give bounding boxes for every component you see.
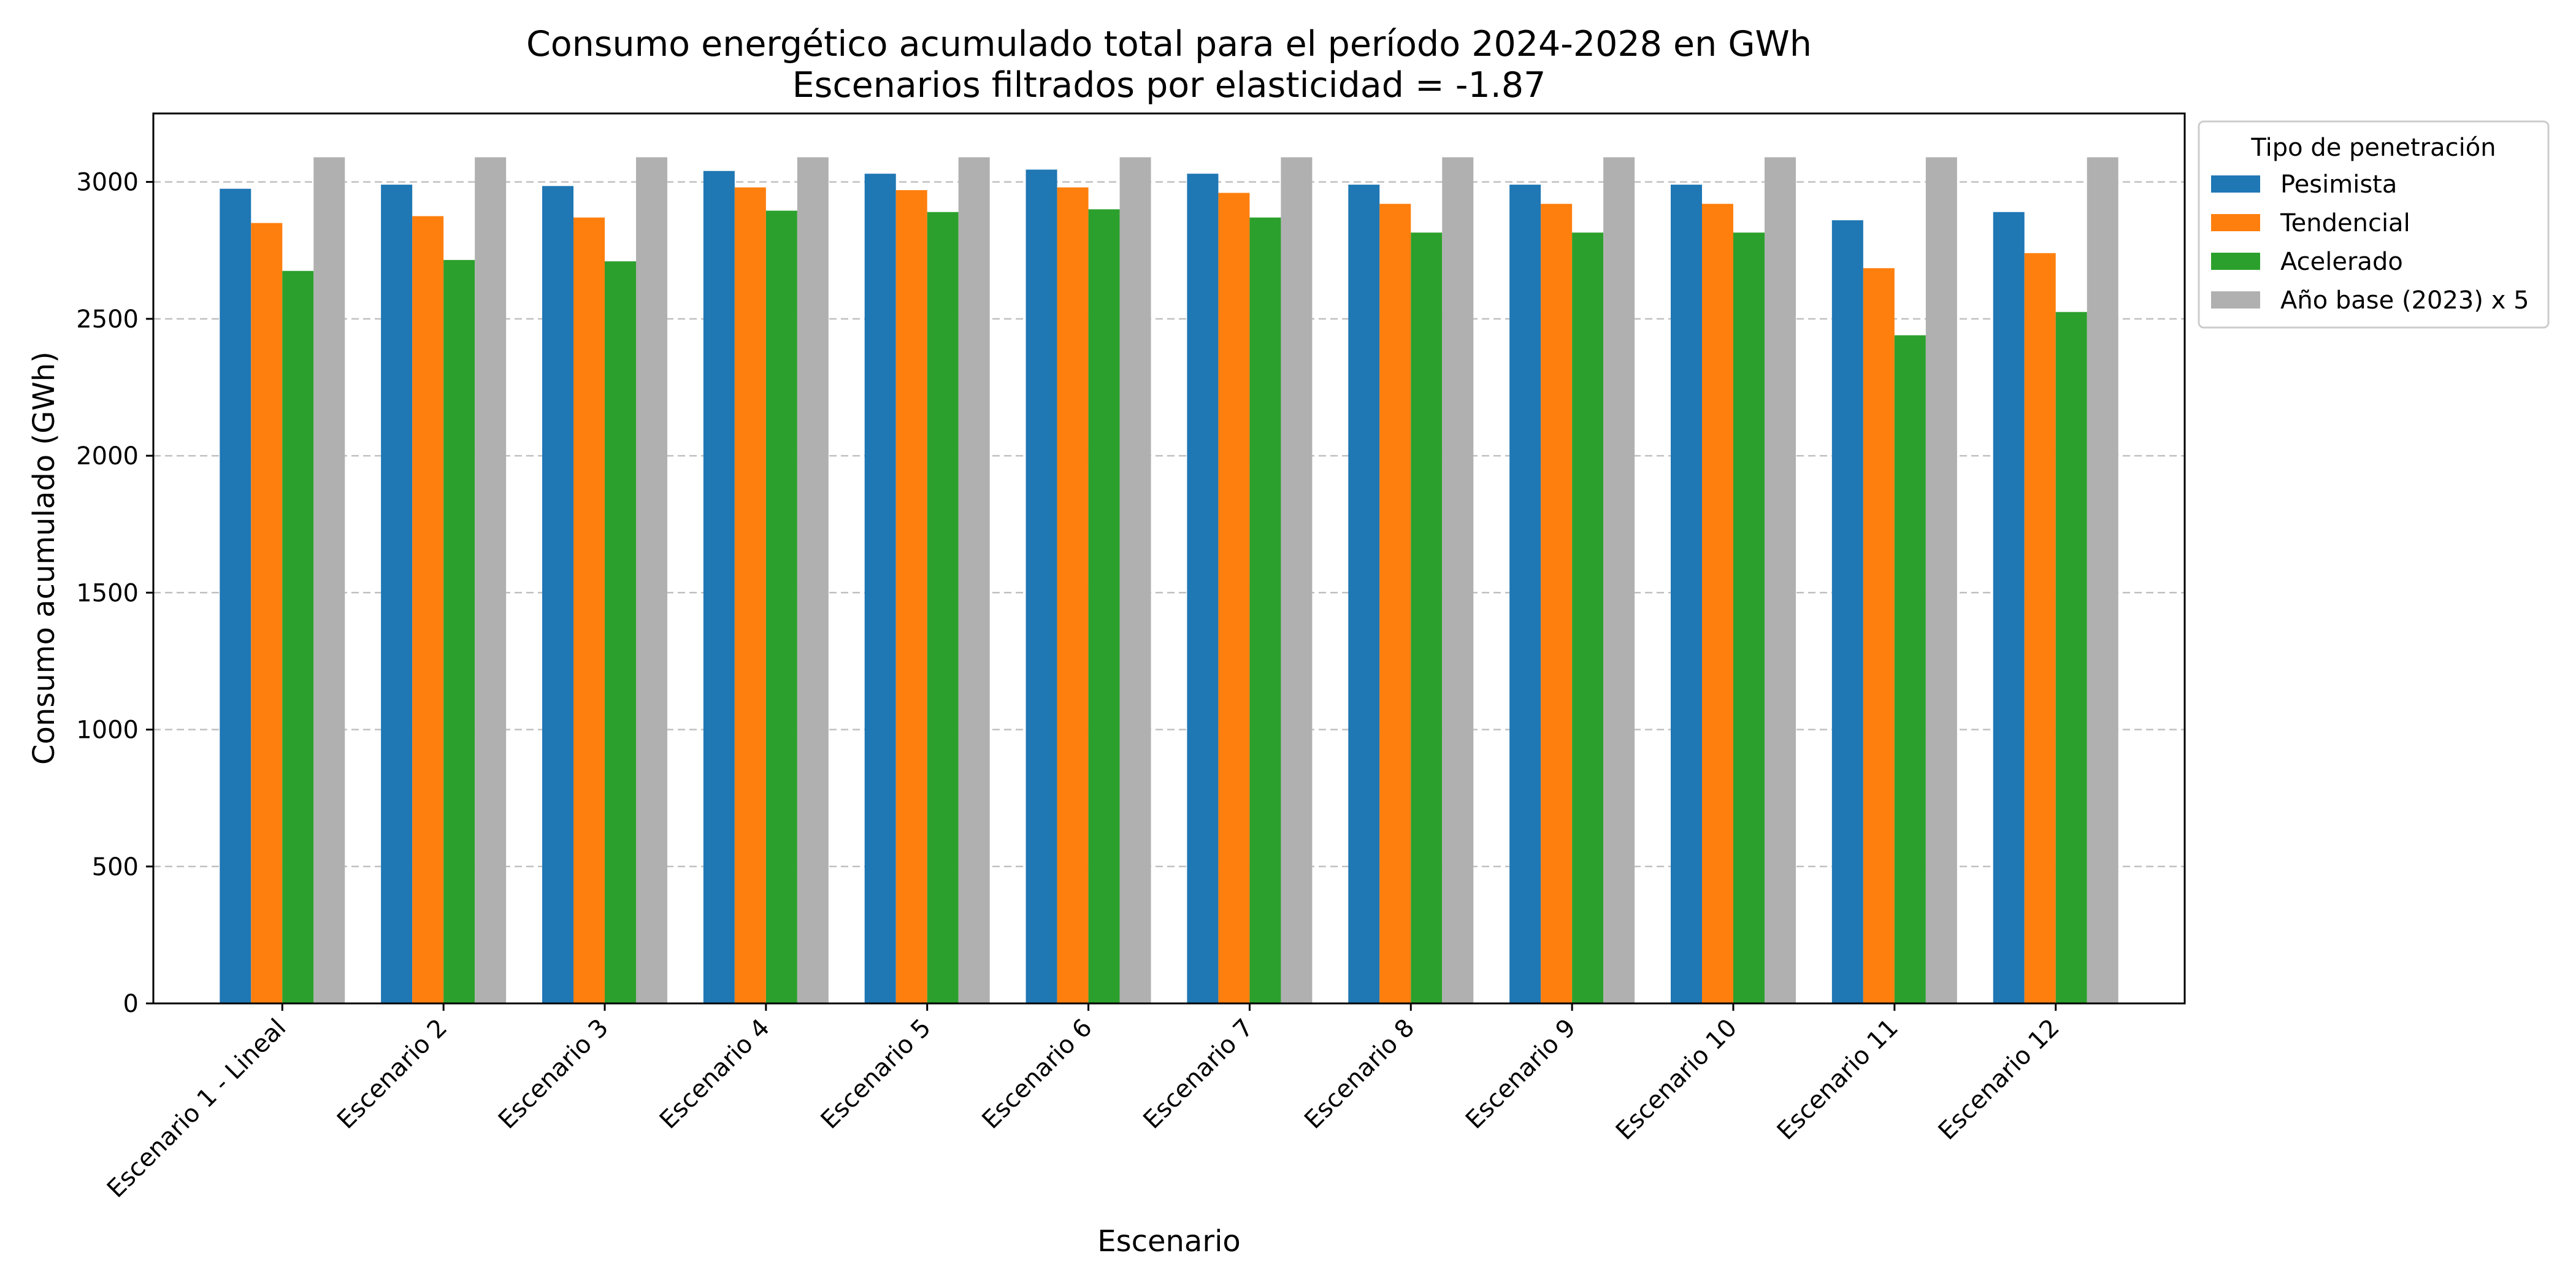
bar — [1541, 204, 1573, 1004]
x-tick-label: Escenario 2 — [332, 1014, 453, 1135]
x-tick-label: Escenario 11 — [1772, 1014, 1904, 1146]
bar — [1187, 174, 1219, 1003]
bar — [1993, 212, 2025, 1003]
bar — [797, 157, 829, 1003]
legend-label: Tendencial — [2280, 209, 2410, 237]
bar — [1249, 217, 1281, 1003]
bar — [1218, 193, 1250, 1003]
bar — [703, 171, 735, 1003]
x-tick-label: Escenario 6 — [977, 1014, 1098, 1135]
series-a-o-base-2023-x-5 — [313, 157, 2118, 1003]
x-tick-label: Escenario 4 — [654, 1014, 775, 1135]
legend-swatch — [2211, 291, 2260, 309]
bar — [1925, 157, 1957, 1003]
bar — [381, 185, 413, 1004]
bar — [2087, 157, 2118, 1003]
x-axis: Escenario 1 - Lineal Escenario 2 Escenario… — [102, 1003, 2065, 1203]
legend: Tipo de penetración Pesimista Tendencial A… — [2198, 120, 2550, 329]
bar — [1863, 268, 1895, 1004]
y-tick-label: 2000 — [76, 442, 139, 470]
bar — [1733, 232, 1765, 1004]
bar — [636, 157, 667, 1003]
legend-swatch — [2211, 175, 2260, 193]
bar — [282, 270, 314, 1004]
bar — [1379, 204, 1411, 1004]
legend-swatch — [2211, 253, 2260, 270]
bar — [1509, 185, 1541, 1004]
y-tick-label: 3000 — [76, 169, 139, 197]
bar — [1411, 232, 1443, 1004]
bar — [443, 259, 475, 1003]
bar — [1025, 169, 1057, 1003]
bar — [864, 174, 896, 1003]
x-tick-label: Escenario 9 — [1460, 1014, 1581, 1135]
y-tick-label: 500 — [92, 853, 139, 881]
bar — [412, 216, 444, 1003]
x-tick-label: Escenario 5 — [816, 1014, 937, 1135]
legend-title: Tipo de penetración — [2250, 134, 2496, 162]
bar — [313, 157, 345, 1003]
bar — [2024, 253, 2056, 1004]
chart-subtitle: Escenarios filtrados por elasticidad = -… — [792, 65, 1546, 105]
bar — [573, 217, 605, 1003]
bar — [765, 210, 797, 1003]
bar — [1831, 220, 1863, 1003]
plot-frame — [152, 112, 2186, 1005]
bars — [220, 157, 2118, 1004]
bar — [220, 188, 251, 1004]
bar — [734, 187, 766, 1003]
y-tick-label: 2500 — [76, 305, 139, 334]
bar — [1572, 232, 1604, 1004]
legend-swatch — [2211, 214, 2260, 231]
bar — [1442, 157, 1474, 1003]
y-tick-label: 1000 — [76, 716, 139, 745]
x-tick-label: Escenario 3 — [493, 1014, 614, 1135]
x-axis-label: Escenario — [1097, 1224, 1241, 1259]
bar — [1281, 157, 1313, 1003]
x-tick-label: Escenario 8 — [1299, 1014, 1420, 1135]
x-tick-label: Escenario 12 — [1933, 1014, 2065, 1146]
chart-title: Consumo energético acumulado total para … — [526, 24, 1812, 64]
x-tick-label: Escenario 1 - Lineal — [102, 1014, 291, 1203]
bar — [1671, 185, 1702, 1004]
bar — [542, 186, 573, 1004]
bar — [251, 223, 283, 1004]
bar — [475, 157, 507, 1003]
y-axis-label: Consumo acumulado (GWh) — [27, 351, 61, 765]
legend-frame — [2198, 120, 2550, 329]
bar — [1119, 157, 1151, 1003]
y-tick-label: 0 — [123, 990, 139, 1018]
x-tick-label: Escenario 10 — [1611, 1014, 1742, 1146]
bar — [895, 190, 927, 1003]
y-axis: 0 500 1000 1500 2000 2500 3000 — [76, 169, 153, 1018]
bar — [1088, 209, 1120, 1004]
series-acelerado — [282, 209, 2087, 1004]
bar — [2055, 312, 2087, 1004]
x-tick-label: Escenario 7 — [1138, 1014, 1259, 1135]
legend-label: Acelerado — [2280, 248, 2403, 276]
legend-label: Pesimista — [2280, 171, 2397, 199]
legend-label: Año base (2023) x 5 — [2280, 286, 2529, 315]
bar — [1057, 187, 1089, 1003]
bar — [1603, 157, 1635, 1003]
bar — [1894, 335, 1926, 1004]
bar — [1702, 204, 1733, 1004]
legend-items: Pesimista Tendencial Acelerado Año base (20… — [2211, 171, 2529, 315]
bar — [958, 157, 990, 1003]
bar — [605, 261, 636, 1003]
series-tendencial — [251, 187, 2056, 1004]
y-tick-label: 1500 — [76, 579, 139, 607]
bar — [1348, 185, 1380, 1004]
bar — [927, 212, 959, 1003]
bar — [1765, 157, 1796, 1003]
series-pesimista — [220, 169, 2025, 1004]
